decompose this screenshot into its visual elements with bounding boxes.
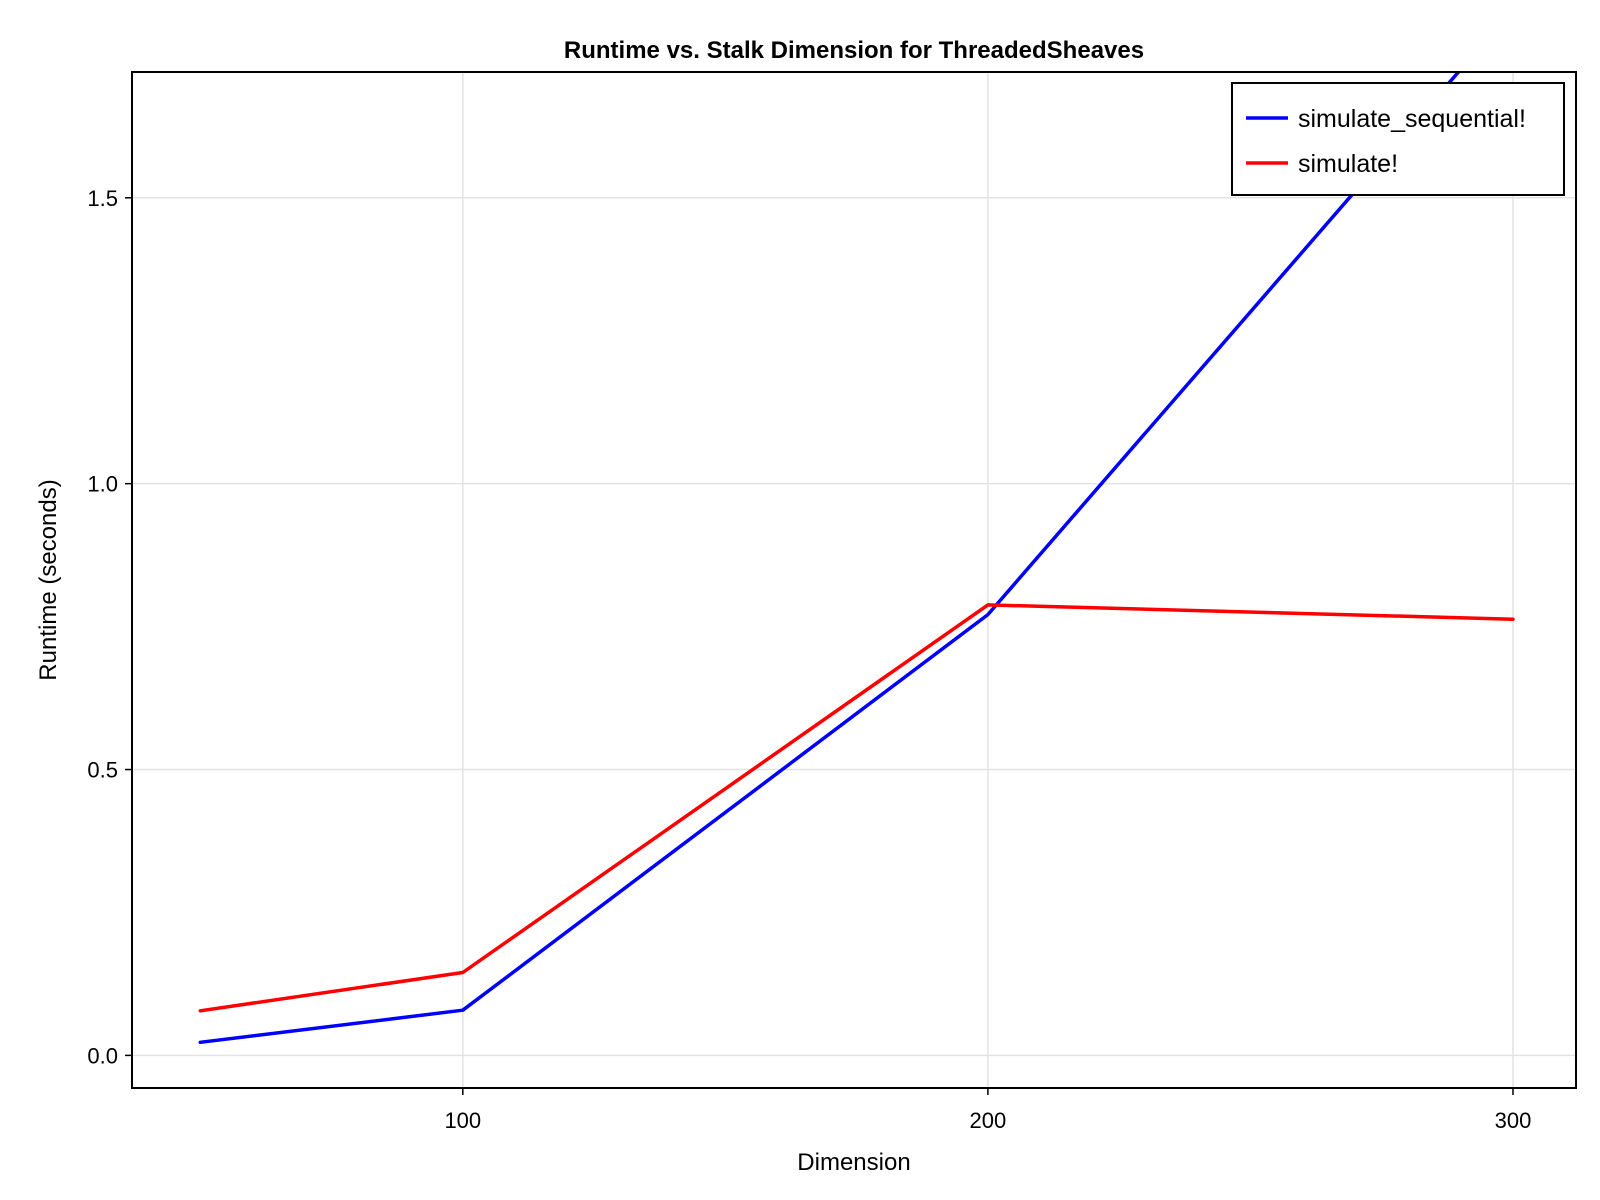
y-tick-label: 0.5: [87, 758, 118, 783]
series-lines: [198, 72, 1515, 1045]
y-axis-label: Runtime (seconds): [35, 479, 62, 680]
y-axis-ticks: 0.0 0.5 1.0 1.5: [87, 186, 132, 1068]
plot-frame: [131, 71, 1577, 1089]
legend-entry: simulate_sequential!: [1298, 105, 1526, 133]
legend: simulate_sequential! simulate!: [1231, 82, 1565, 196]
x-tick-label: 100: [444, 1108, 481, 1133]
x-axis-ticks: 100 200 300: [444, 1088, 1531, 1133]
chart-title: Runtime vs. Stalk Dimension for Threaded…: [564, 37, 1144, 64]
y-tick-label: 1.5: [87, 186, 118, 211]
y-tick-label: 0.0: [87, 1043, 118, 1068]
legend-box: [1231, 82, 1565, 196]
y-tick-label: 1.0: [87, 472, 118, 497]
legend-entry: simulate!: [1298, 150, 1398, 178]
x-tick-label: 300: [1495, 1108, 1532, 1133]
series-line-simulate-sequential: [198, 72, 1461, 1045]
x-tick-label: 200: [970, 1108, 1007, 1133]
grid: [132, 72, 1576, 1088]
x-axis-label: Dimension: [797, 1149, 910, 1176]
series-line-simulate: [198, 603, 1515, 1013]
